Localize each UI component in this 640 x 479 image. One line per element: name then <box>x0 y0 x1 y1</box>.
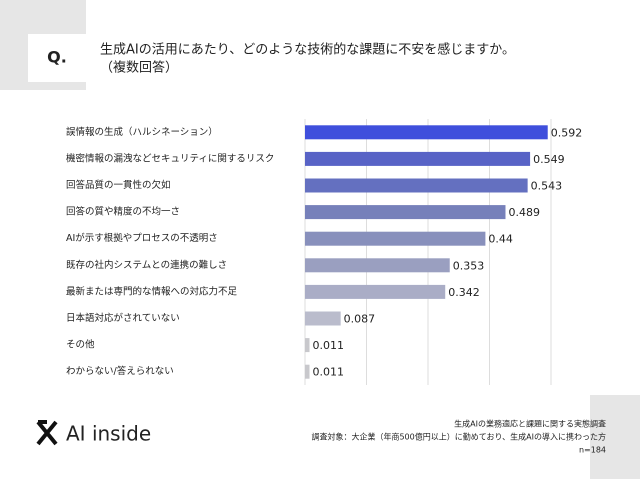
value-label: 0.011 <box>313 339 345 352</box>
value-label: 0.549 <box>533 153 565 166</box>
bar <box>305 311 341 326</box>
footnote: 調査対象：大企業（年商500億円以上）に勤めており、生成AIの導入に携わった方 <box>311 432 606 442</box>
value-label: 0.353 <box>453 259 485 272</box>
q-box <box>28 34 86 82</box>
bar <box>305 205 506 220</box>
value-label: 0.543 <box>531 180 563 193</box>
value-label: 0.592 <box>551 126 583 139</box>
bar <box>305 338 310 353</box>
logo-mark <box>36 420 58 446</box>
footnote: n=184 <box>579 446 606 455</box>
category-label: 最新または専門的な情報への対応力不足 <box>66 285 238 297</box>
value-label: 0.342 <box>448 286 480 299</box>
value-label: 0.087 <box>344 313 376 326</box>
category-label: AIが示す根拠やプロセスの不透明さ <box>66 232 218 244</box>
value-label: 0.011 <box>313 366 345 379</box>
bar <box>305 151 531 166</box>
category-label: 誤情報の生成（ハルシネーション） <box>66 126 218 138</box>
logo-text: AI inside <box>66 422 151 446</box>
value-label: 0.44 <box>488 233 513 246</box>
subtitle: （複数回答） <box>100 60 178 76</box>
footnote: 生成AIの業務適応と課題に関する実態調査 <box>454 419 606 429</box>
bar <box>305 258 450 273</box>
category-label: 回答の質や精度の不均一さ <box>66 206 180 218</box>
bar <box>305 231 486 246</box>
category-label: わからない/答えられない <box>66 365 174 377</box>
logo: AI inside <box>36 420 151 446</box>
q-label: Q. <box>47 48 67 67</box>
title: 生成AIの活用にあたり、どのような技術的な課題に不安を感じますか。 <box>100 42 515 58</box>
bar <box>305 364 310 379</box>
value-label: 0.489 <box>508 206 540 219</box>
bar <box>305 284 446 299</box>
category-label: その他 <box>66 339 95 351</box>
corner-decoration <box>590 395 640 479</box>
category-label: 日本語対応がされていない <box>66 312 180 324</box>
category-label: 機密情報の漏洩などセキュリティに関するリスク <box>66 152 274 164</box>
category-label: 既存の社内システムとの連携の難しさ <box>66 259 227 271</box>
bar <box>305 125 548 140</box>
category-label: 回答品質の一貫性の欠如 <box>66 179 171 191</box>
bar <box>305 178 528 193</box>
